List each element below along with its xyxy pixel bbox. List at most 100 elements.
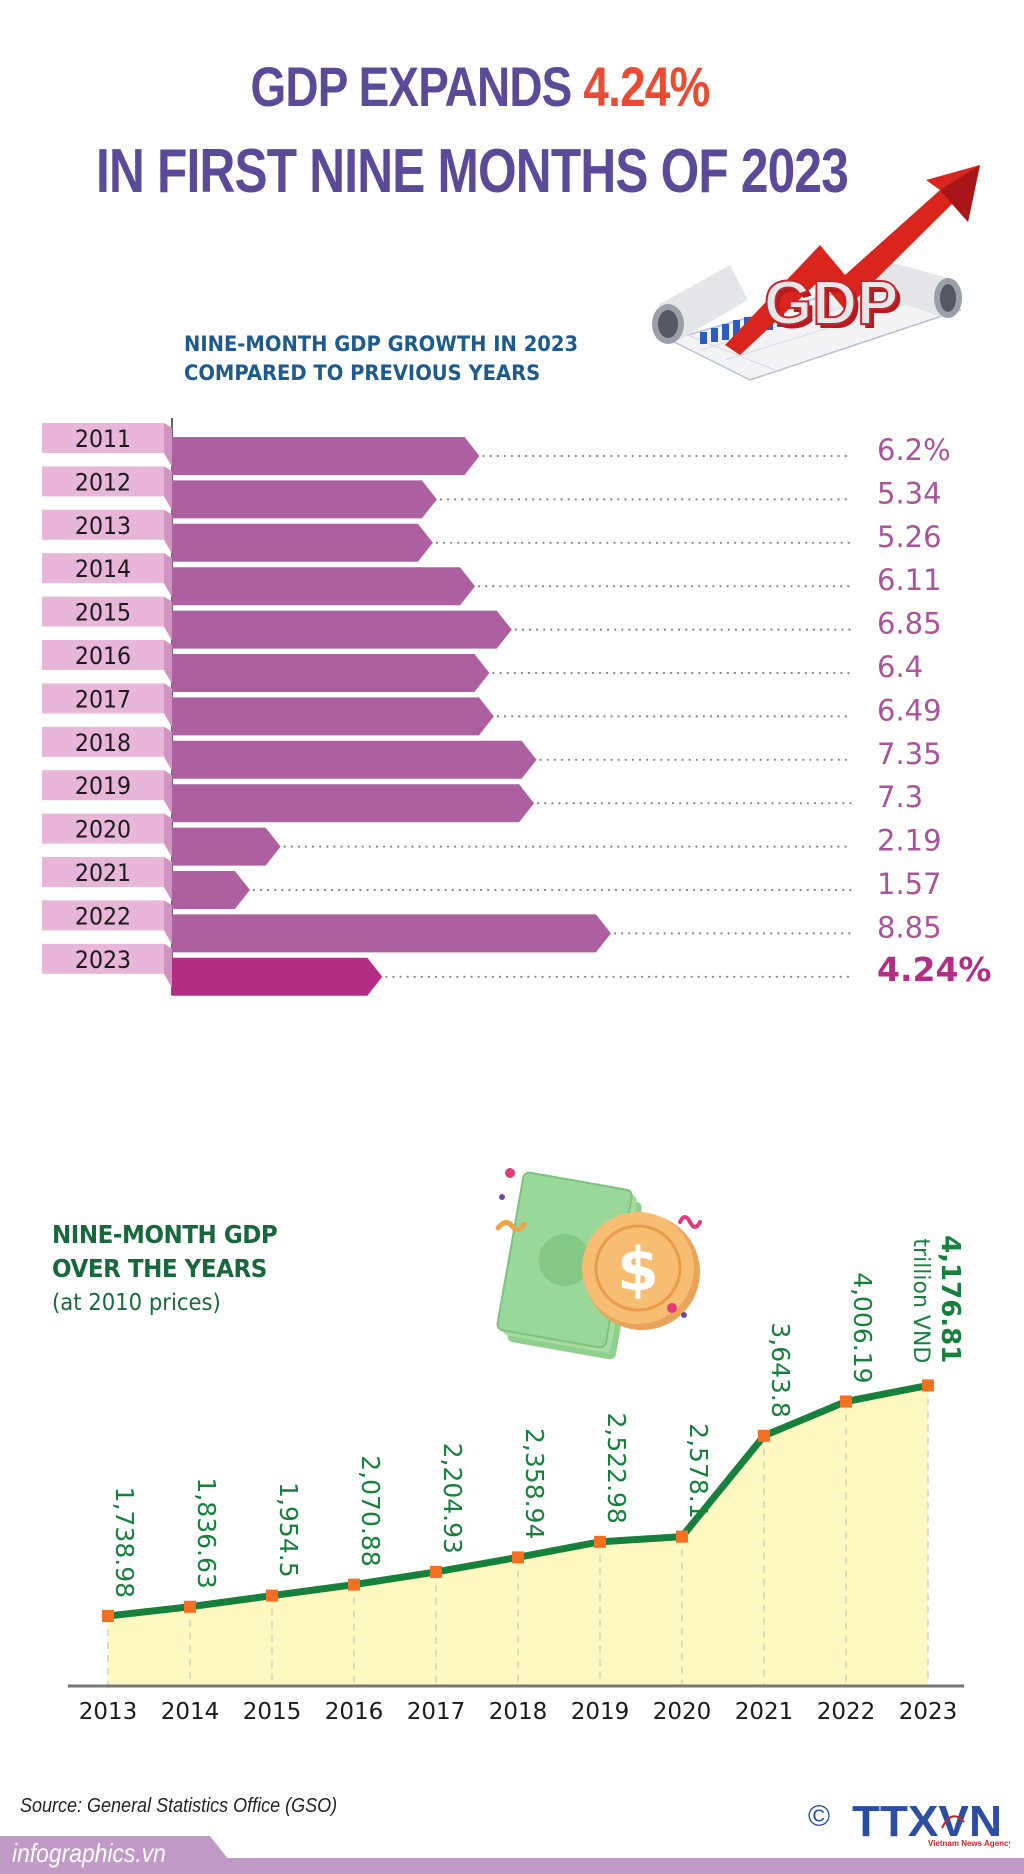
bar: [172, 437, 480, 475]
year-label-box: [42, 509, 164, 540]
bar: [172, 784, 535, 823]
year-label-fold: [164, 553, 172, 598]
year-label-fold: [164, 857, 172, 901]
year-label-fold-top: [164, 726, 172, 741]
bar-row: 2021 1.57: [42, 857, 942, 909]
money-coin-icon: $: [495, 1168, 702, 1360]
x-tick-label: 2022: [817, 1699, 876, 1720]
x-tick-label: 2023: [899, 1699, 958, 1720]
year-label-fold-top: [164, 770, 172, 785]
year-label-fold-top: [164, 423, 172, 437]
bar: [172, 480, 437, 519]
bar-row: 2013 5.26: [42, 509, 942, 562]
gdp-area-chart: 2013 1,738.98 2014 1,836.63 2015 1,954.5 2016 2…: [68, 1235, 965, 1720]
data-point: [348, 1578, 360, 1591]
bar: [172, 914, 611, 953]
bar-value-label: 7.3: [877, 780, 923, 814]
data-point: [102, 1610, 114, 1622]
year-label-box: [42, 553, 164, 584]
year-label-box: [42, 900, 164, 931]
x-tick-label: 2014: [161, 1699, 220, 1720]
data-value-label: 1,836.63: [192, 1477, 221, 1588]
bar: [172, 697, 494, 736]
year-label-box: [42, 813, 164, 844]
footer-tab: [0, 1836, 240, 1874]
year-label: 2021: [75, 860, 131, 887]
data-point: [430, 1565, 442, 1578]
bar-chart-title-line1: NINE-MONTH GDP GROWTH IN 2023: [184, 332, 579, 356]
dollar-symbol: $: [617, 1235, 659, 1305]
page-title-line1: GDP EXPANDS 4.24%: [60, 54, 900, 119]
year-label-fold: [164, 726, 172, 771]
bar-value-label: 6.85: [877, 607, 942, 641]
bar: [172, 610, 512, 649]
year-label: 2014: [75, 556, 131, 583]
data-point: [184, 1600, 196, 1613]
bar-value-label: 4.24%: [877, 950, 992, 989]
bar-row: 2023 4.24%: [42, 943, 992, 996]
source-note: Source: General Statistics Office (GSO): [20, 1795, 338, 1817]
data-value-label: 4,176.81: [935, 1235, 965, 1363]
bar: [172, 654, 490, 692]
logo-subtext: Vietnam News Agency: [928, 1839, 1010, 1848]
data-point: [594, 1535, 606, 1548]
year-label-box: [42, 726, 164, 757]
bar-value-label: 8.85: [877, 910, 942, 944]
bar-row: 2016 6.4: [42, 640, 923, 692]
year-label-fold-top: [164, 943, 172, 958]
bar-value-label: 6.49: [877, 693, 942, 727]
bar-chart-title-line2: COMPARED TO PREVIOUS YEARS: [184, 361, 541, 385]
site-link[interactable]: infographics.vn: [12, 1838, 166, 1868]
line-chart-title-line1: NINE-MONTH GDP: [52, 1220, 278, 1249]
line-chart-title-line2: OVER THE YEARS: [52, 1254, 267, 1283]
year-label: 2017: [75, 687, 131, 714]
line-chart-title: NINE-MONTH GDP OVER THE YEARS (at 2010 p…: [52, 1218, 278, 1320]
bar-value-label: 2.19: [877, 824, 942, 858]
year-label: 2019: [75, 773, 131, 800]
year-label: 2012: [75, 470, 131, 497]
year-label-box: [42, 640, 164, 670]
year-label-fold-top: [164, 553, 172, 568]
year-label-box: [42, 423, 164, 453]
year-label: 2015: [75, 600, 131, 627]
bar: [172, 523, 433, 562]
year-label: 2013: [75, 513, 131, 540]
bar-value-label: 1.57: [877, 867, 942, 901]
data-point: [922, 1379, 934, 1392]
bar-row: 2012 5.34: [42, 466, 942, 519]
growth-bar-chart: 2011 6.2% 2012 5.34 2013 5.26 2014 6.11 2015 6.85…: [42, 418, 992, 996]
data-value-label: 3,643.8: [766, 1322, 795, 1417]
year-label-fold: [164, 943, 172, 988]
year-label-fold-top: [164, 813, 172, 828]
title-highlight: 4.24%: [583, 55, 710, 118]
year-label: 2016: [75, 643, 131, 670]
bar-value-label: 6.2%: [877, 433, 951, 467]
bar-row: 2020 2.19: [42, 813, 942, 866]
year-label-box: [42, 943, 164, 974]
logo-text: TTXVN: [852, 1798, 1002, 1846]
bar-row: 2014 6.11: [42, 553, 942, 606]
gdp-illustration-text: GDP: [768, 273, 902, 342]
bar-row: 2022 8.85: [42, 900, 942, 953]
data-point: [512, 1551, 524, 1564]
x-tick-label: 2020: [653, 1699, 712, 1720]
x-tick-label: 2016: [325, 1699, 384, 1720]
bar: [172, 567, 476, 606]
year-label-box: [42, 466, 164, 497]
year-label-box: [42, 770, 164, 801]
year-label-box: [42, 596, 164, 627]
year-label-box: [42, 857, 164, 887]
data-point: [758, 1429, 770, 1442]
bar-value-label: 5.34: [877, 476, 942, 510]
footer-bar: [0, 1858, 1024, 1874]
data-value-label: 1,954.5: [274, 1482, 303, 1577]
year-label-fold-top: [164, 509, 172, 524]
year-label-box: [42, 683, 164, 714]
data-value-label: 2,578.1: [684, 1423, 713, 1518]
year-label-fold: [164, 900, 172, 945]
bar-value-label: 6.11: [877, 563, 942, 597]
year-label-fold: [164, 770, 172, 815]
data-value-label: 2,070.88: [356, 1455, 385, 1566]
bar-value-label: 7.35: [877, 737, 942, 771]
year-label-fold-top: [164, 596, 172, 611]
